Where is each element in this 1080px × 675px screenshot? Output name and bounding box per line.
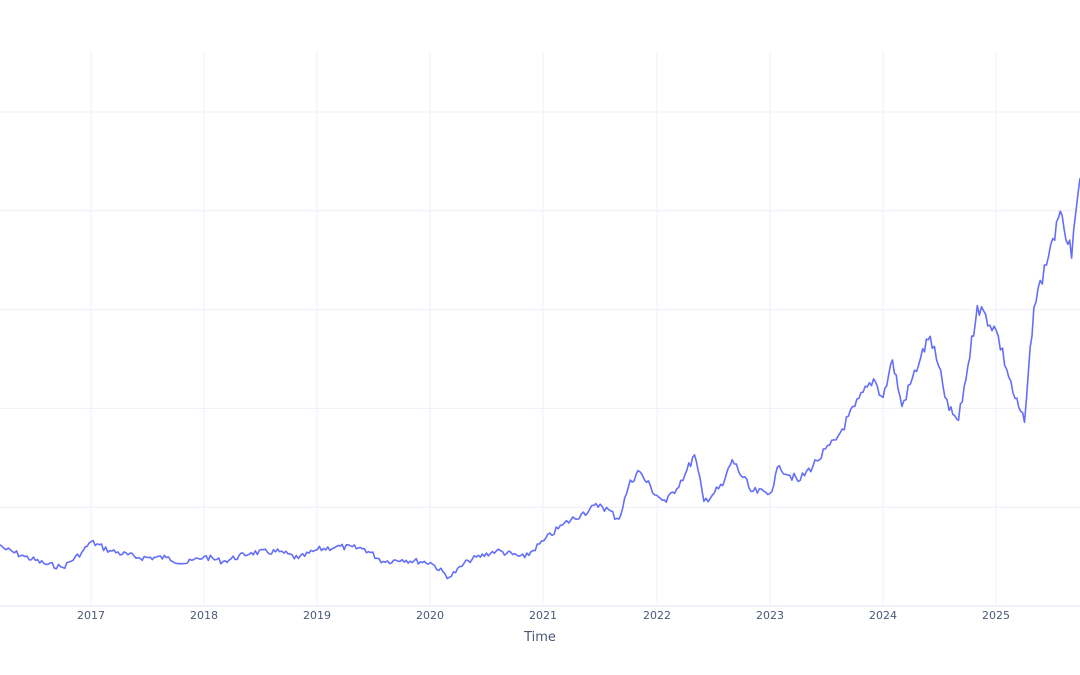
x-tick-label: 2019 [303,609,331,622]
x-axis-title: Time [524,630,556,645]
data-line [0,178,1080,580]
x-tick-label: 2017 [77,609,105,622]
x-tick-label: 2018 [190,609,218,622]
x-tick-label: 2024 [869,609,897,622]
vertical-gridlines [90,51,997,606]
horizontal-gridlines [0,111,1080,607]
x-tick-label: 2020 [416,609,444,622]
x-tick-label: 2023 [756,609,784,622]
x-tick-label: 2025 [982,609,1010,622]
x-tick-label: 2022 [643,609,671,622]
x-tick-label: 2021 [529,609,557,622]
